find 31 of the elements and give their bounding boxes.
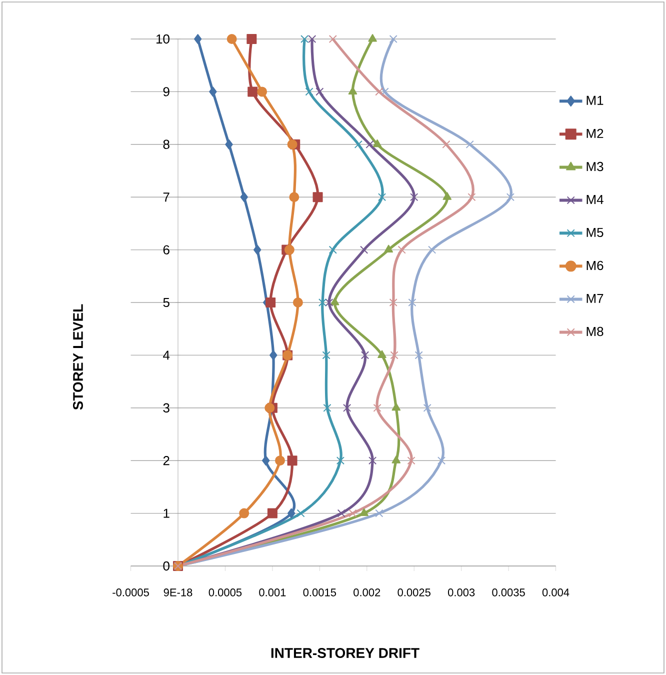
y-tick-label: 0 bbox=[163, 561, 170, 571]
y-tick-label: 10 bbox=[156, 34, 170, 44]
x-tick-label: 0.004 bbox=[542, 588, 570, 596]
legend-label: M6 bbox=[586, 260, 604, 270]
legend-label: M2 bbox=[586, 128, 604, 138]
x-tick-label: 0.0005 bbox=[208, 588, 242, 596]
y-tick-label: 2 bbox=[163, 456, 170, 466]
y-tick-label: 1 bbox=[164, 508, 170, 518]
legend-label: M8 bbox=[586, 326, 604, 336]
y-tick-label: 3 bbox=[163, 403, 170, 412]
y-tick-label: 9 bbox=[163, 87, 170, 96]
legend-label: M4 bbox=[586, 195, 604, 204]
x-tick-label: -0.0005 bbox=[112, 588, 149, 596]
y-tick-label: 5 bbox=[163, 298, 170, 308]
x-tick-label: 0.0025 bbox=[398, 588, 430, 596]
x-tick-label: 0.001 bbox=[259, 588, 286, 596]
x-tick-label: 0.003 bbox=[448, 588, 475, 596]
y-axis-title: STOREY LEVEL bbox=[73, 304, 83, 410]
legend-label: M7 bbox=[586, 294, 604, 303]
x-tick-label: 0.0035 bbox=[492, 588, 525, 596]
y-tick-label: 8 bbox=[163, 140, 170, 149]
legend-label: M3 bbox=[586, 162, 604, 172]
x-tick-label: 9E-18 bbox=[164, 588, 192, 596]
x-tick-label: 0.002 bbox=[354, 588, 380, 596]
x-axis-title: INTER-STOREY DRIFT bbox=[271, 648, 420, 658]
y-tick-label: 4 bbox=[163, 350, 170, 360]
y-tick-label: 7 bbox=[163, 192, 170, 202]
x-tick-label: 0.0015 bbox=[303, 588, 336, 596]
y-tick-label: 6 bbox=[163, 245, 170, 254]
legend-label: M5 bbox=[586, 228, 604, 238]
legend-label: M1 bbox=[586, 96, 604, 105]
